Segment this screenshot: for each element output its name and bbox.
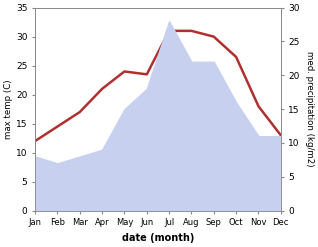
- Y-axis label: med. precipitation (kg/m2): med. precipitation (kg/m2): [305, 51, 314, 167]
- Y-axis label: max temp (C): max temp (C): [4, 79, 13, 139]
- X-axis label: date (month): date (month): [122, 233, 194, 243]
